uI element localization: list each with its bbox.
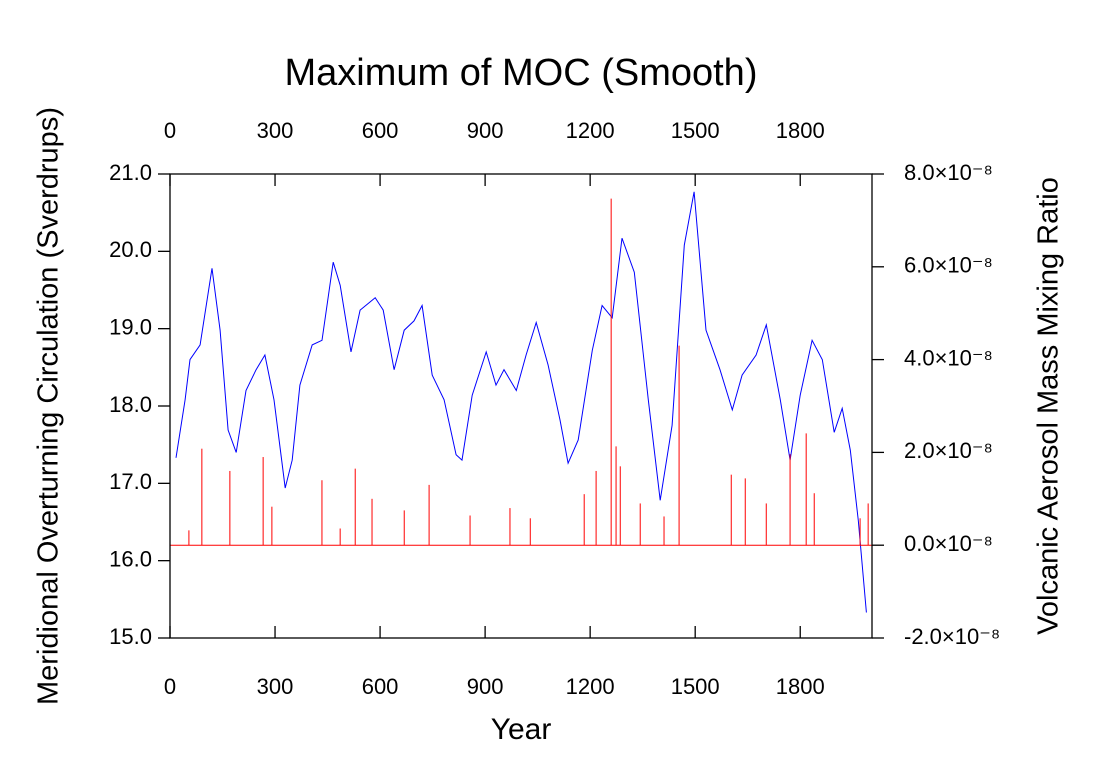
x-tick-label-top: 1200	[566, 118, 615, 143]
y-axis-label: Meridional Overturning Circulation (Sver…	[33, 107, 65, 705]
x-tick-label: 600	[362, 674, 399, 699]
x-tick-label-top: 600	[362, 118, 399, 143]
line	[175, 191, 867, 613]
y-tick-label: 19.0	[109, 314, 152, 339]
y-tick-label: 15.0	[109, 624, 152, 649]
y-tick-label: 17.0	[109, 469, 152, 494]
x-tick-label-top: 900	[467, 118, 504, 143]
x-tick-label: 900	[467, 674, 504, 699]
chart-title: Maximum of MOC (Smooth)	[285, 52, 758, 94]
x-tick-label: 1800	[776, 674, 825, 699]
x-tick-label-top: 1800	[776, 118, 825, 143]
y-tick-label: 21.0	[109, 160, 152, 185]
y-tick-label: 18.0	[109, 392, 152, 417]
y2-tick-label: 6.0×10⁻⁸	[904, 253, 993, 278]
plot-frame	[169, 173, 873, 639]
x-tick-label: 300	[257, 674, 294, 699]
y2-tick-label: -2.0×10⁻⁸	[904, 624, 1000, 649]
x-tick-label: 0	[164, 674, 176, 699]
x-tick-label-top: 300	[257, 118, 294, 143]
y2-tick-label: 0.0×10⁻⁸	[904, 531, 993, 556]
y-tick-label: 16.0	[109, 546, 152, 571]
y2-tick-label: 2.0×10⁻⁸	[904, 438, 993, 463]
x-tick-label: 1200	[566, 674, 615, 699]
x-tick-label-top: 1500	[671, 118, 720, 143]
y2-tick-label: 8.0×10⁻⁸	[904, 160, 993, 185]
y2-tick-label: 4.0×10⁻⁸	[904, 345, 993, 370]
y-tick-label: 20.0	[109, 237, 152, 262]
x-tick-label-top: 0	[164, 118, 176, 143]
x-axis-label: Year	[491, 713, 552, 746]
x-tick-label: 1500	[671, 674, 720, 699]
y2-axis-label: Volcanic Aerosol Mass Mixing Ratio	[1033, 177, 1065, 635]
